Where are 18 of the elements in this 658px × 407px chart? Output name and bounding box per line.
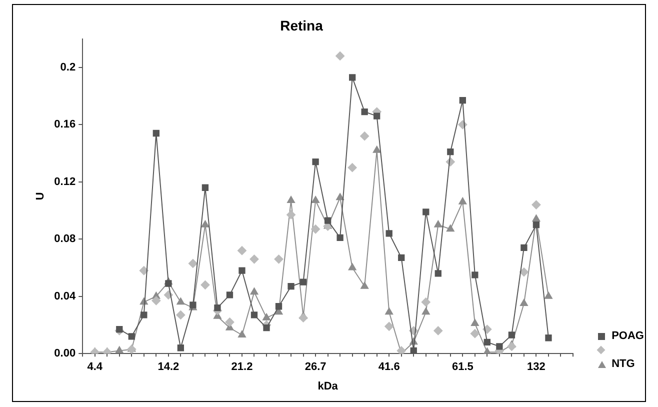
x-tick-label: 4.4 bbox=[87, 361, 104, 374]
x-tick-label: 26.7 bbox=[304, 361, 326, 374]
y-tick-label: 0.16 bbox=[54, 118, 76, 131]
x-tick-label: 132 bbox=[527, 361, 546, 374]
y-tick-label: 0.2 bbox=[60, 61, 76, 74]
y-tick-label: 0.12 bbox=[54, 176, 76, 188]
x-tick-label: 14.2 bbox=[158, 361, 180, 374]
x-tick-label: 21.2 bbox=[231, 361, 253, 374]
x-tick-label: 41.6 bbox=[378, 361, 400, 374]
y-tick-label: 0.00 bbox=[54, 348, 76, 360]
y-tick-label: 0.08 bbox=[54, 233, 76, 246]
chart-title: Retina bbox=[280, 17, 324, 34]
legend-label: NTG bbox=[612, 358, 635, 370]
x-tick-label: 61.5 bbox=[452, 361, 474, 374]
legend-label: POAG bbox=[612, 330, 644, 342]
y-axis-title: U bbox=[34, 192, 47, 200]
x-axis-title: kDa bbox=[318, 380, 339, 392]
y-tick-label: 0.04 bbox=[54, 290, 76, 302]
